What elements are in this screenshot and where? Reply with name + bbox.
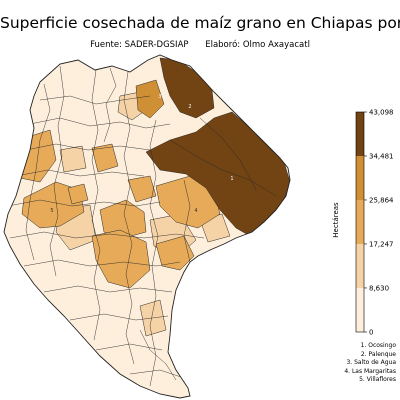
municipality-legend: 1. Ocosingo 2. Palenque 3. Salto de Agua… (344, 342, 396, 385)
colorbar-label: Hectáreas (332, 202, 340, 238)
municipality-ocosingo (145, 111, 290, 237)
colorbar-tick-label: 8,630 (369, 284, 389, 292)
author-text: Elaboró: Olmo Axayacatl (205, 40, 310, 50)
municipality (91, 229, 151, 289)
legend-item: 4. Las Margaritas (344, 367, 396, 375)
colorbar-tick-label: 17,247 (369, 240, 394, 248)
colorbar-bin (356, 155, 364, 200)
legend-item: 1. Ocosingo (360, 342, 396, 349)
colorbar-bin (356, 287, 364, 332)
colorbar-tick-label: 34,481 (369, 152, 394, 160)
colorbar-bin (356, 243, 364, 288)
municipality (67, 183, 89, 205)
municipality (91, 143, 119, 173)
municipality (99, 199, 147, 239)
colorbar: 0 8,630 17,247 25,864 34,481 43,098 (355, 108, 394, 336)
municipality (59, 145, 87, 173)
colorbar-tick-label: 25,864 (369, 196, 394, 204)
map-label-3: 3 (158, 94, 161, 100)
colorbar-bin (356, 112, 364, 156)
legend-item: 5. Villaflores (359, 376, 396, 383)
map-label-2: 2 (188, 104, 191, 110)
chiapas-map: 1 2 3 4 5 (3, 54, 291, 399)
municipality (127, 175, 157, 203)
colorbar-tick-label: 0 (369, 328, 373, 336)
map-subtitle: Fuente: SADER-DGSIAP Elaboró: Olmo Axaya… (0, 40, 400, 50)
municipality (135, 79, 165, 119)
colorbar-frame (355, 111, 365, 333)
legend-item: 3. Salto de Agua (346, 359, 396, 366)
municipality-palenque (159, 57, 215, 119)
legend-item: 2. Palenque (360, 350, 396, 358)
municipality (21, 181, 85, 229)
map-label-5: 5 (50, 208, 53, 214)
colorbar-bin (356, 199, 364, 244)
map-label-4: 4 (194, 208, 197, 214)
map-label-1: 1 (230, 176, 233, 182)
state-outline (3, 54, 291, 399)
colorbar-tick-label: 43,098 (369, 108, 394, 116)
source-text: Fuente: SADER-DGSIAP (90, 40, 189, 50)
map-title: Superficie cosechada de maíz grano en Ch… (0, 14, 400, 32)
municipality (155, 235, 195, 271)
